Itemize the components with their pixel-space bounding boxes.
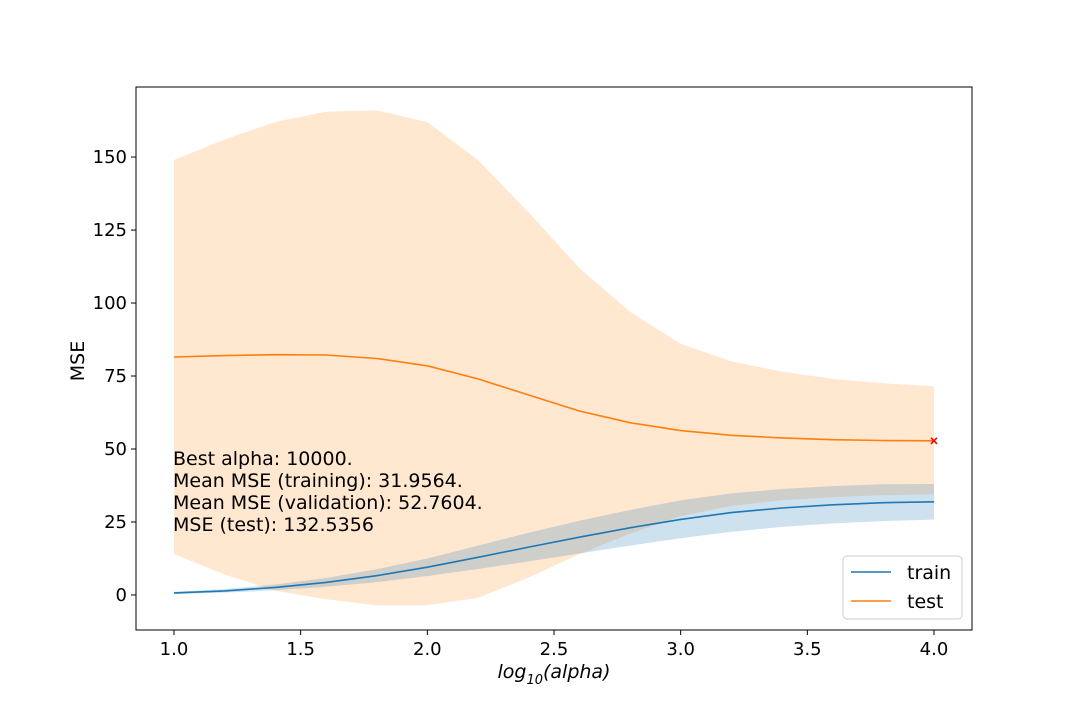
x-tick-label: 4.0 <box>920 639 949 660</box>
y-tick-label: 125 <box>93 220 127 241</box>
y-tick-label: 50 <box>104 439 127 460</box>
x-axis-label-subscript: 10 <box>526 673 543 688</box>
annotation-mean-mse-training: Mean MSE (training): 31.9564. <box>173 470 463 492</box>
legend: train test <box>842 555 963 620</box>
annotation-best-alpha: Best alpha: 10000. <box>173 448 353 470</box>
x-tick-label: 3.0 <box>666 639 695 660</box>
x-axis-label-base: log <box>497 661 526 683</box>
annotation-mse-test: MSE (test): 132.5356 <box>173 514 374 536</box>
y-axis-label: MSE <box>67 341 89 381</box>
annotation-mean-mse-validation: Mean MSE (validation): 52.7604. <box>173 492 483 514</box>
x-tick-label: 1.0 <box>160 639 189 660</box>
y-tick-label: 0 <box>116 585 127 606</box>
y-tick-label: 75 <box>104 366 127 387</box>
annotation-block: Best alpha: 10000. Mean MSE (training): … <box>173 448 483 536</box>
x-axis-label-argument: (alpha) <box>543 661 611 683</box>
y-tick-label: 100 <box>93 293 127 314</box>
x-axis-ticks: 1.0 1.5 2.0 2.5 3.0 3.5 4.0 <box>160 630 949 660</box>
x-tick-label: 3.5 <box>793 639 822 660</box>
series-lines <box>173 353 935 594</box>
y-axis-ticks: 0 25 50 75 100 125 150 <box>93 147 136 606</box>
y-tick-label: 150 <box>93 147 127 168</box>
x-tick-label: 2.5 <box>540 639 569 660</box>
best-point-stroke-b <box>930 437 938 445</box>
band-test <box>174 110 934 606</box>
x-axis-label: log10(alpha) <box>497 661 610 688</box>
y-tick-label: 25 <box>104 512 127 533</box>
legend-train-label: train <box>907 562 951 584</box>
legend-test-label: test <box>907 591 944 613</box>
best-point-marker <box>930 437 938 445</box>
x-tick-label: 2.0 <box>413 639 442 660</box>
x-tick-label: 1.5 <box>286 639 315 660</box>
markers <box>930 437 938 445</box>
line-test <box>173 353 935 442</box>
line-train <box>173 501 935 594</box>
